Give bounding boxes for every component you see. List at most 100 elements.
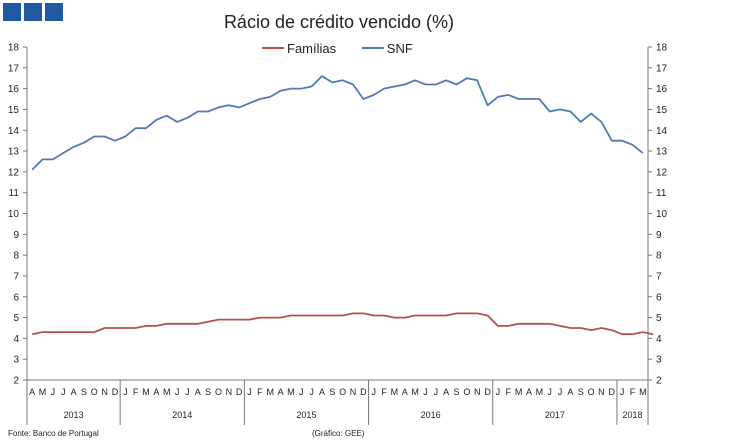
- x-tick-label: J: [123, 387, 128, 397]
- x-tick-label: J: [547, 387, 552, 397]
- series-line: [32, 312, 654, 336]
- y-tick-label-left: 2: [13, 376, 19, 387]
- y-tick-label-left: 8: [13, 251, 19, 262]
- year-label: 2015: [296, 410, 316, 420]
- x-tick-label: F: [381, 387, 387, 397]
- x-tick-label: J: [299, 387, 304, 397]
- x-tick-label: J: [175, 387, 180, 397]
- y-tick-label-right: 12: [656, 167, 668, 178]
- x-tick-label: J: [423, 387, 428, 397]
- y-tick-label-right: 4: [656, 334, 662, 345]
- x-tick-label: A: [153, 387, 159, 397]
- y-tick-label-right: 18: [656, 43, 668, 54]
- year-label: 2018: [622, 410, 642, 420]
- axes: 2 2 3 3 4 4 5 5 6 6 7 7 8 8 9 9 10 10 11 11 12 12 13 13 14 14 15 15…: [8, 43, 668, 387]
- y-tick-label-right: 17: [656, 63, 668, 74]
- x-tick-label: M: [391, 387, 399, 397]
- y-tick-label-left: 11: [9, 188, 20, 199]
- x-tick-label: J: [434, 387, 439, 397]
- x-tick-label: N: [350, 387, 357, 397]
- x-tick-label: D: [609, 387, 616, 397]
- chart-title: Rácio de crédito vencido (%): [224, 12, 454, 32]
- y-tick-label-right: 5: [656, 313, 662, 324]
- x-tick-label: F: [506, 387, 512, 397]
- x-tick-label: J: [185, 387, 190, 397]
- x-tick-label: M: [163, 387, 171, 397]
- y-tick-label-left: 17: [8, 63, 20, 74]
- x-tick-label: A: [319, 387, 325, 397]
- x-tick-label: J: [309, 387, 314, 397]
- x-tick-label: O: [215, 387, 222, 397]
- x-tick-label: M: [639, 387, 647, 397]
- y-tick-label-right: 14: [656, 126, 668, 137]
- x-tick-label: F: [257, 387, 263, 397]
- legend: Famílias SNF: [262, 41, 413, 56]
- x-tick-label: J: [496, 387, 501, 397]
- y-tick-label-left: 12: [8, 167, 20, 178]
- x-tick-label: D: [360, 387, 367, 397]
- x-tick-label: M: [142, 387, 150, 397]
- y-tick-label-left: 6: [13, 292, 19, 303]
- year-label: 2017: [545, 410, 565, 420]
- x-tick-label: J: [558, 387, 563, 397]
- x-tick-label: A: [567, 387, 573, 397]
- y-tick-label-right: 7: [656, 271, 662, 282]
- year-label: 2013: [64, 410, 84, 420]
- x-tick-label: M: [515, 387, 523, 397]
- x-tick-label: A: [402, 387, 408, 397]
- y-tick-label-right: 10: [656, 209, 668, 220]
- y-tick-label-left: 4: [13, 334, 19, 345]
- y-tick-label-right: 6: [656, 292, 662, 303]
- y-tick-label-right: 3: [656, 355, 662, 366]
- x-tick-label: S: [329, 387, 335, 397]
- y-tick-label-left: 10: [8, 209, 20, 220]
- x-tick-label: F: [630, 387, 636, 397]
- x-tick-label: M: [266, 387, 274, 397]
- year-label: 2014: [172, 410, 192, 420]
- x-tick-label: A: [29, 387, 35, 397]
- y-tick-label-right: 15: [656, 105, 668, 116]
- y-tick-label-left: 3: [13, 355, 19, 366]
- y-tick-label-left: 13: [8, 147, 20, 158]
- x-tick-label: J: [247, 387, 252, 397]
- chart-credit: (Gráfico: GEE): [312, 429, 365, 438]
- x-tick-label: N: [226, 387, 233, 397]
- x-tick-label: N: [101, 387, 108, 397]
- x-tick-label: O: [339, 387, 346, 397]
- x-tick-label: J: [51, 387, 56, 397]
- x-tick-label: J: [371, 387, 376, 397]
- x-tick-label: O: [91, 387, 98, 397]
- x-tick-label: S: [81, 387, 87, 397]
- x-tick-label: S: [578, 387, 584, 397]
- x-tick-label: J: [61, 387, 66, 397]
- y-tick-label-left: 15: [8, 105, 20, 116]
- x-tick-label: O: [588, 387, 595, 397]
- x-tick-label: M: [411, 387, 419, 397]
- x-tick-label: A: [278, 387, 284, 397]
- y-tick-label-right: 8: [656, 251, 662, 262]
- x-tick-label: A: [526, 387, 532, 397]
- y-tick-label-right: 9: [656, 230, 662, 241]
- logo-square: [24, 3, 42, 21]
- logo: [3, 3, 67, 21]
- x-tick-label: A: [443, 387, 449, 397]
- x-tick-label: D: [236, 387, 243, 397]
- legend-label: SNF: [387, 41, 413, 56]
- y-tick-label-right: 11: [656, 188, 667, 199]
- logo-square: [3, 3, 21, 21]
- x-tick-label: F: [133, 387, 139, 397]
- x-tick-label: A: [195, 387, 201, 397]
- legend-label: Famílias: [287, 41, 337, 56]
- x-tick-label: A: [71, 387, 77, 397]
- x-tick-label: M: [287, 387, 295, 397]
- logo-square: [45, 3, 63, 21]
- y-tick-label-right: 2: [656, 376, 662, 387]
- x-tick-label: S: [454, 387, 460, 397]
- x-tick-label: M: [536, 387, 544, 397]
- x-tick-label: N: [474, 387, 481, 397]
- x-tick-label: O: [463, 387, 470, 397]
- y-tick-label-left: 14: [8, 126, 20, 137]
- x-tick-label: J: [620, 387, 625, 397]
